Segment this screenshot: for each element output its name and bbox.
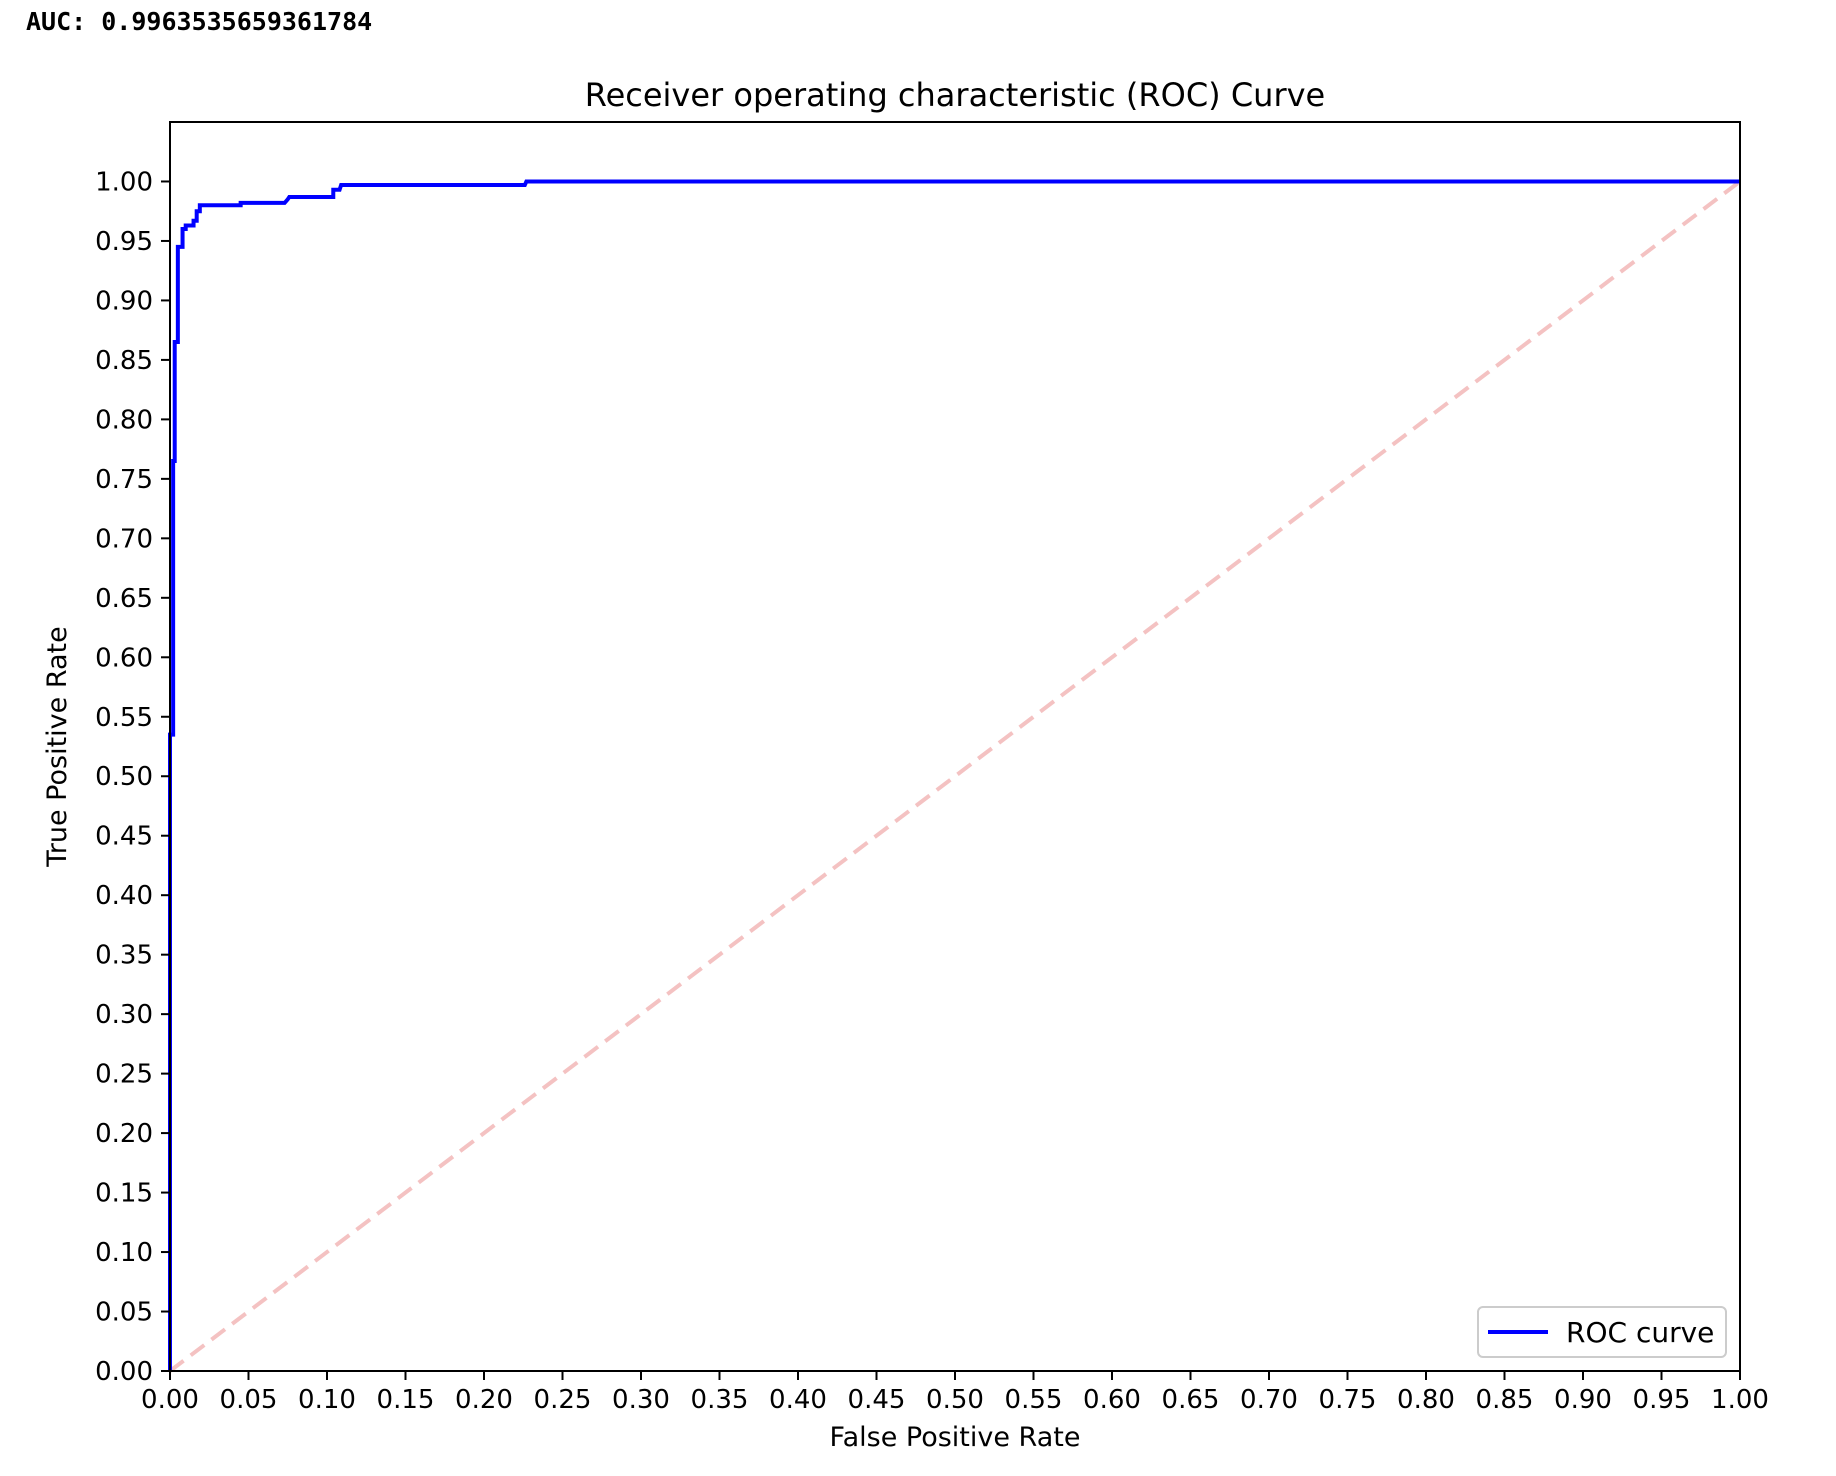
x-tick-label: 0.80	[1397, 1385, 1455, 1415]
x-axis-title: False Positive Rate	[830, 1422, 1081, 1453]
y-tick-label: 0.60	[95, 643, 153, 673]
x-tick-label: 0.45	[848, 1385, 906, 1415]
y-tick-label: 0.85	[95, 346, 153, 376]
y-tick-label: 0.70	[95, 524, 153, 554]
y-tick-label: 0.25	[95, 1060, 153, 1090]
legend-label-roc-curve: ROC curve	[1566, 1316, 1714, 1349]
y-tick-label: 0.90	[95, 286, 153, 316]
y-tick-label: 0.40	[95, 881, 153, 911]
x-tick-label: 0.15	[377, 1385, 435, 1415]
legend-box	[1477, 1306, 1727, 1358]
x-tick-label: 0.60	[1083, 1385, 1141, 1415]
x-tick-label: 0.00	[141, 1385, 199, 1415]
x-tick-label: 0.30	[612, 1385, 670, 1415]
y-tick-label: 0.05	[95, 1298, 153, 1328]
y-tick-label: 0.45	[95, 822, 153, 852]
x-tick-label: 0.25	[534, 1385, 592, 1415]
y-tick-label: 1.00	[95, 167, 153, 197]
y-tick-label: 0.55	[95, 703, 153, 733]
y-tick-label: 0.65	[95, 584, 153, 614]
y-tick-label: 0.50	[95, 762, 153, 792]
x-tick-label: 0.65	[1162, 1385, 1220, 1415]
x-tick-label: 0.75	[1319, 1385, 1377, 1415]
chance-diagonal-line	[168, 179, 1742, 1373]
y-tick-label: 0.95	[95, 227, 153, 257]
y-tick-label: 0.75	[95, 465, 153, 495]
legend: ROC curve	[1477, 1306, 1727, 1358]
auc-output-text: AUC: 0.9963535659361784	[26, 7, 373, 36]
x-tick-label: 0.40	[769, 1385, 827, 1415]
x-tick-label: 0.85	[1476, 1385, 1534, 1415]
x-tick-label: 0.20	[455, 1385, 513, 1415]
x-tick-label: 0.10	[298, 1385, 356, 1415]
y-axis-title: True Positive Rate	[42, 626, 73, 868]
x-tick-label: 0.50	[926, 1385, 984, 1415]
plot-layer	[168, 179, 1742, 1373]
y-tick-label: 0.20	[95, 1119, 153, 1149]
x-tick-label: 0.35	[691, 1385, 749, 1415]
x-tick-label: 1.00	[1711, 1385, 1769, 1415]
x-axis-ticks: 0.00 0.05 0.10 0.15 0.20 0.25 0.30 0.35 0.40 0.45…	[141, 1371, 1769, 1415]
chart-title: Receiver operating characteristic (ROC) …	[585, 76, 1325, 114]
plot-frame	[169, 121, 1741, 1372]
roc-curve-line	[168, 179, 1740, 1371]
x-tick-label: 0.70	[1240, 1385, 1298, 1415]
x-tick-label: 0.95	[1633, 1385, 1691, 1415]
x-tick-label: 0.90	[1554, 1385, 1612, 1415]
y-axis-ticks: 0.00 0.05 0.10 0.15 0.20 0.25 0.30 0.35 0.40 0.45…	[95, 167, 170, 1387]
y-tick-label: 0.35	[95, 941, 153, 971]
y-tick-label: 0.00	[95, 1357, 153, 1387]
y-tick-label: 0.10	[95, 1238, 153, 1268]
y-tick-label: 0.80	[95, 405, 153, 435]
x-tick-label: 0.55	[1005, 1385, 1063, 1415]
y-tick-label: 0.30	[95, 1000, 153, 1030]
y-tick-label: 0.15	[95, 1179, 153, 1209]
x-tick-label: 0.05	[220, 1385, 278, 1415]
